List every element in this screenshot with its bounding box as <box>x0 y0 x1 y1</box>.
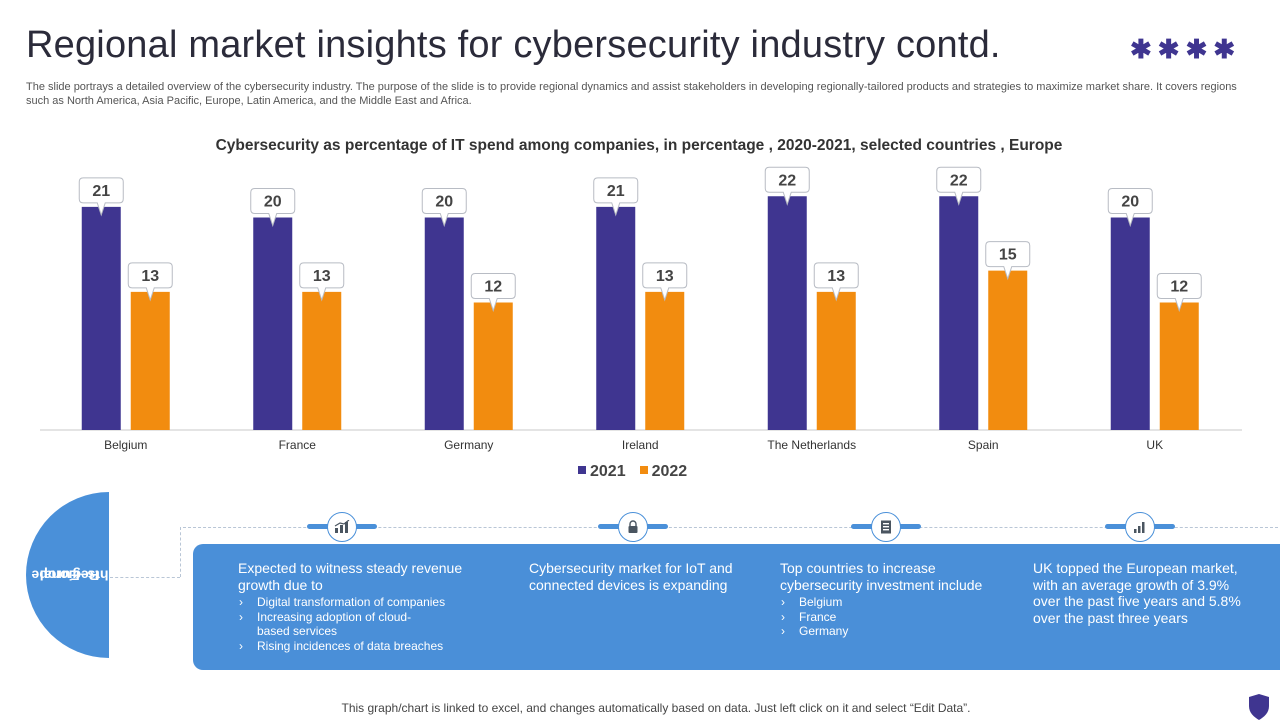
insight-column-2: Cybersecurity market for IoT and connect… <box>529 560 754 593</box>
svg-text:20: 20 <box>435 194 453 211</box>
bar-2022-germany[interactable] <box>473 302 513 431</box>
growth-chart-icon <box>327 512 357 542</box>
data-label-2021-belgium: 21 <box>78 177 124 217</box>
svg-text:21: 21 <box>92 183 110 200</box>
data-label-2021-france: 20 <box>250 188 296 228</box>
insight-heading-3: Top countries to increase cybersecurity … <box>780 560 983 593</box>
bar-2021-uk[interactable] <box>1110 217 1150 431</box>
data-label-2022-france: 13 <box>299 262 345 302</box>
insight-node-4 <box>1105 512 1175 542</box>
svg-text:13: 13 <box>141 268 159 285</box>
insight-column-1: Expected to witness steady revenue growt… <box>238 560 488 653</box>
data-label-2022-germany: 12 <box>470 273 516 313</box>
legend-item-2021: 2021 <box>578 463 626 481</box>
legend-swatch-2022 <box>639 465 648 474</box>
insight-heading-2: Cybersecurity market for IoT and connect… <box>529 560 733 593</box>
insight-bullets-1: Digital transformation of companies Incr… <box>238 595 488 653</box>
insight-heading-4: UK topped the European market, with an a… <box>1033 560 1241 626</box>
svg-text:12: 12 <box>1170 279 1188 296</box>
slide-description: The slide portrays a detailed overview o… <box>26 81 1237 107</box>
data-label-2021-ireland: 21 <box>593 177 639 217</box>
x-tick-label: Belgium <box>104 438 147 452</box>
bar-2022-france[interactable] <box>302 291 342 430</box>
list-item: Rising incidences of data breaches <box>238 639 488 654</box>
insight-column-4: UK topped the European market, with an a… <box>1033 560 1248 626</box>
svg-text:21: 21 <box>607 183 625 200</box>
x-tick-label: The Netherlands <box>767 438 856 452</box>
bar-2022-the-netherlands[interactable] <box>816 291 856 430</box>
list-item: Increasing adoption of cloud-based servi… <box>238 610 432 639</box>
chart-legend: 2021 2022 <box>578 463 687 481</box>
document-icon <box>871 512 901 542</box>
bar-chart[interactable]: 21 13 Belgium 20 13 France 20 12 Germany 21 13 Irel… <box>0 165 1280 460</box>
svg-text:13: 13 <box>656 268 674 285</box>
legend-item-2022: 2022 <box>639 463 687 481</box>
shield-icon <box>1249 694 1269 720</box>
x-tick-label: France <box>279 438 317 452</box>
page-title: Regional market insights for cybersecuri… <box>26 24 1001 66</box>
bar-2021-ireland[interactable] <box>596 206 636 430</box>
svg-text:22: 22 <box>950 172 968 189</box>
star-decoration-icon: ✱✱✱✱ <box>1130 34 1242 64</box>
bar-2021-germany[interactable] <box>424 217 464 431</box>
x-tick-label: UK <box>1146 438 1163 452</box>
bar-2022-uk[interactable] <box>1159 302 1199 431</box>
footer-note: This graph/chart is linked to excel, and… <box>341 701 971 715</box>
bar-2022-ireland[interactable] <box>645 291 685 430</box>
list-item: Digital transformation of companies <box>238 595 488 610</box>
legend-swatch-2021 <box>578 465 586 474</box>
data-label-2021-germany: 20 <box>421 188 467 228</box>
bar-2022-belgium[interactable] <box>130 291 170 430</box>
data-label-2022-uk: 12 <box>1156 273 1202 313</box>
insight-node-3 <box>851 512 921 542</box>
insight-node-1 <box>307 512 377 542</box>
regional-insights-label: Regional Insights–Europe <box>31 567 142 584</box>
connector-line <box>183 527 1280 528</box>
list-item: France <box>780 610 995 625</box>
lock-icon <box>618 512 648 542</box>
data-label-2021-spain: 22 <box>936 166 982 206</box>
insight-column-3: Top countries to increase cybersecurity … <box>780 560 995 639</box>
list-item: Germany <box>780 624 995 639</box>
data-label-2021-the-netherlands: 22 <box>764 166 810 206</box>
svg-text:12: 12 <box>484 279 502 296</box>
data-label-2022-belgium: 13 <box>127 262 173 302</box>
insight-bullets-3: Belgium France Germany <box>780 595 995 639</box>
svg-text:13: 13 <box>827 268 845 285</box>
data-label-2022-the-netherlands: 13 <box>813 262 859 302</box>
insight-node-2 <box>598 512 668 542</box>
svg-text:20: 20 <box>264 194 282 211</box>
data-label-2021-uk: 20 <box>1107 188 1153 228</box>
bar-2022-spain[interactable] <box>988 270 1028 430</box>
connector-line-left <box>110 577 180 578</box>
bar-chart-icon <box>1125 512 1155 542</box>
chart-title: Cybersecurity as percentage of IT spend … <box>215 137 1063 154</box>
x-tick-label: Ireland <box>622 438 659 452</box>
x-tick-label: Spain <box>968 438 999 452</box>
insight-heading-1: Expected to witness steady revenue growt… <box>238 560 463 593</box>
x-tick-label: Germany <box>444 438 493 452</box>
data-label-2022-spain: 15 <box>985 241 1031 281</box>
list-item: Belgium <box>780 595 995 610</box>
bar-2021-belgium[interactable] <box>81 206 121 430</box>
svg-text:13: 13 <box>313 268 331 285</box>
svg-text:15: 15 <box>999 247 1017 264</box>
bar-2021-france[interactable] <box>253 217 293 431</box>
data-label-2022-ireland: 13 <box>642 262 688 302</box>
svg-text:22: 22 <box>778 172 796 189</box>
connector-line-vertical <box>180 527 181 577</box>
svg-text:20: 20 <box>1121 194 1139 211</box>
bar-2021-spain[interactable] <box>939 196 979 430</box>
bar-2021-the-netherlands[interactable] <box>767 196 807 430</box>
